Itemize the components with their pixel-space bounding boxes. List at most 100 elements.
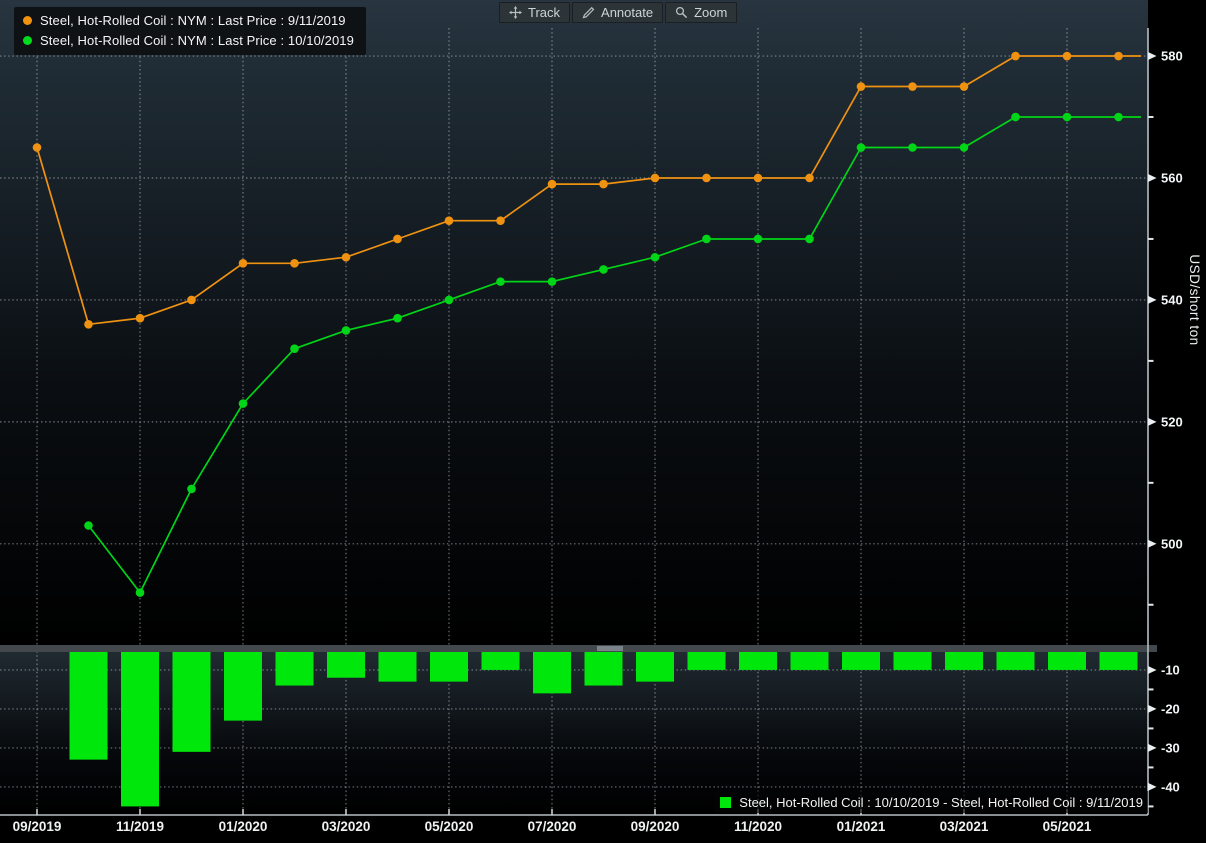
diff-bar — [430, 652, 468, 682]
diff-bar — [327, 652, 365, 678]
main-panel-background — [0, 0, 1148, 645]
tick-arrow-icon — [1148, 704, 1157, 713]
diff-bar — [1099, 652, 1138, 670]
minor-tick — [1148, 766, 1154, 769]
y-tick-label: 560 — [1161, 170, 1183, 185]
data-point — [856, 82, 866, 91]
splitter-handle-icon[interactable] — [597, 646, 623, 651]
tick-arrow-icon — [1148, 782, 1157, 791]
annotate-button[interactable]: Annotate — [572, 2, 664, 23]
panel-splitter[interactable] — [0, 645, 1157, 652]
diff-bar — [945, 652, 983, 670]
legend-item-sep11[interactable]: Steel, Hot-Rolled Coil : NYM : Last Pric… — [23, 11, 354, 30]
x-tick-label: 11/2019 — [116, 819, 164, 834]
data-point — [341, 252, 351, 262]
diff-bar — [275, 652, 314, 686]
diff-bar — [687, 652, 726, 670]
diff-bar — [378, 652, 417, 682]
diff-bar — [842, 652, 880, 670]
data-point — [805, 173, 814, 183]
data-point — [32, 143, 42, 152]
y-tick-label: -40 — [1161, 779, 1180, 794]
data-point — [393, 234, 402, 244]
y-tick-label: 580 — [1161, 49, 1183, 64]
data-point — [1062, 51, 1072, 61]
gridlines — [0, 28, 1148, 815]
diff-legend-label: Steel, Hot-Rolled Coil : 10/10/2019 - St… — [739, 794, 1143, 810]
data-point — [599, 265, 608, 274]
series-legend: Steel, Hot-Rolled Coil : NYM : Last Pric… — [14, 7, 366, 55]
data-point — [1011, 51, 1020, 61]
x-tick-label: 11/2020 — [734, 819, 782, 834]
y-axis-ticks: 580 560 540 520 500 -10 -20 -30 -40 — [1148, 49, 1183, 808]
data-point — [650, 173, 660, 183]
data-point — [84, 521, 93, 530]
track-button-label: Track — [528, 5, 561, 20]
diff-bar — [996, 652, 1035, 670]
pencil-icon — [582, 6, 595, 19]
diff-bar — [893, 652, 932, 670]
diff-bar — [69, 652, 108, 760]
x-tick-label: 01/2021 — [837, 819, 886, 834]
diff-legend[interactable]: Steel, Hot-Rolled Coil : 10/10/2019 - St… — [715, 791, 1148, 813]
x-tick-label: 05/2020 — [425, 819, 474, 834]
diff-bar — [121, 652, 159, 807]
data-point — [650, 252, 660, 262]
minor-tick — [1148, 481, 1154, 484]
diff-marker-icon — [720, 796, 732, 808]
x-tick-label: 03/2020 — [322, 819, 371, 834]
track-button[interactable]: Track — [499, 2, 571, 23]
data-point — [1114, 112, 1123, 122]
legend-item-oct10[interactable]: Steel, Hot-Rolled Coil : NYM : Last Pric… — [23, 31, 354, 50]
diff-bar — [224, 652, 262, 721]
data-point — [444, 216, 454, 225]
diff-bar — [172, 652, 211, 752]
data-point — [290, 259, 299, 268]
y-tick-label: -10 — [1161, 662, 1180, 677]
diff-bar — [533, 652, 571, 694]
data-point — [187, 484, 196, 494]
data-point — [341, 326, 351, 335]
data-point — [805, 234, 814, 244]
minor-tick — [1148, 805, 1154, 808]
data-point — [238, 399, 248, 408]
diff-bar — [636, 652, 674, 682]
x-axis-ticks: 09/2019 11/2019 01/2020 03/2020 05/2020 07/20… — [13, 809, 1092, 834]
diff-bar — [1048, 652, 1086, 670]
minor-tick — [1148, 116, 1154, 119]
series-points-sep11 — [32, 51, 1123, 329]
y-tick-label: 500 — [1161, 536, 1183, 551]
y-axis-unit-label: USD/short ton — [1187, 254, 1202, 345]
data-point — [135, 313, 145, 323]
series2-marker-icon — [23, 36, 32, 45]
chart-toolbar: Track Annotate Zoom — [499, 2, 738, 23]
minor-tick — [1148, 359, 1154, 362]
data-point — [393, 313, 402, 323]
minor-tick — [1148, 727, 1154, 730]
x-tick-label: 01/2020 — [219, 819, 268, 834]
series-line-oct10 — [87, 116, 1141, 594]
data-point — [496, 216, 505, 225]
data-point — [959, 82, 969, 91]
data-point — [187, 295, 196, 305]
y-tick-label: 540 — [1161, 292, 1183, 307]
tick-arrow-icon — [1148, 173, 1157, 182]
data-point — [702, 234, 711, 244]
data-point — [1062, 112, 1072, 122]
data-point — [496, 277, 505, 286]
x-tick-label: 05/2021 — [1043, 819, 1092, 834]
data-point — [908, 82, 917, 91]
zoom-button[interactable]: Zoom — [665, 2, 738, 23]
data-point — [84, 320, 93, 329]
diff-bar — [790, 652, 829, 670]
legend-item-label: Steel, Hot-Rolled Coil : NYM : Last Pric… — [40, 13, 346, 28]
data-point — [753, 234, 763, 244]
data-point — [1114, 51, 1123, 61]
minor-tick — [1148, 603, 1154, 606]
y-tick-label: 520 — [1161, 414, 1183, 429]
diff-bar — [481, 652, 520, 670]
data-point — [599, 179, 608, 189]
data-point — [444, 295, 454, 305]
